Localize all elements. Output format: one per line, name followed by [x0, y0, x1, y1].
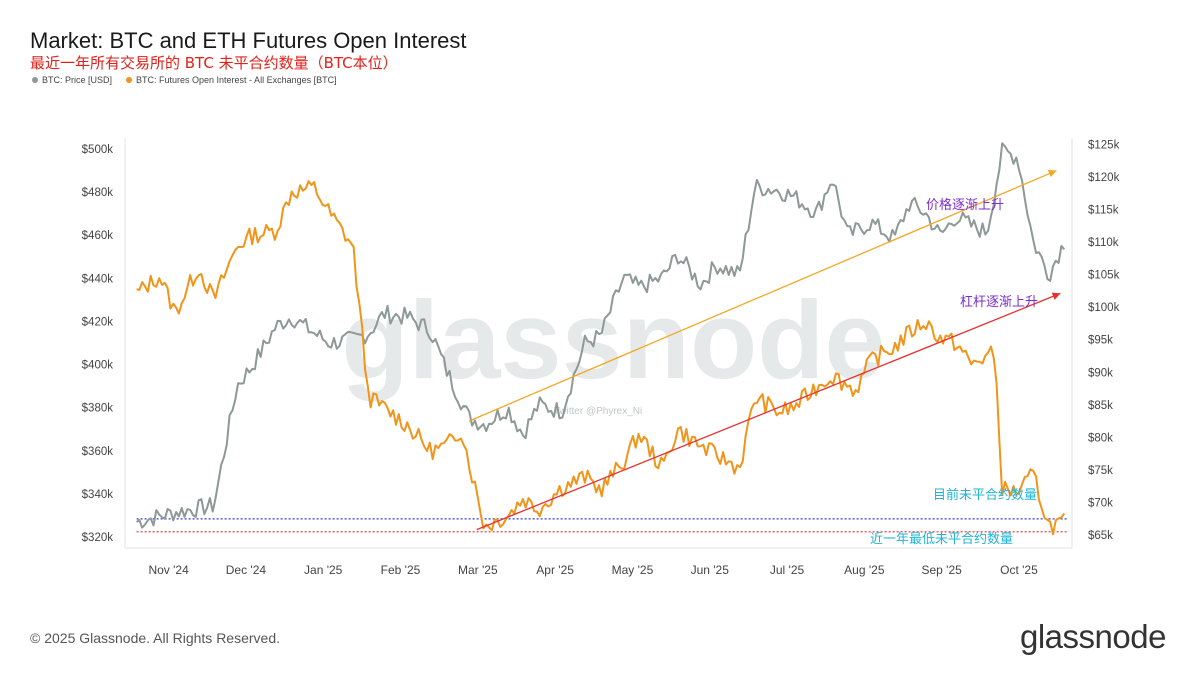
x-tick-label: Jun '25	[691, 563, 730, 577]
legend-price[interactable]: BTC: Price [USD]	[32, 75, 112, 85]
right-tick-label: $70k	[1088, 497, 1113, 509]
x-tick-label: Mar '25	[458, 563, 498, 577]
x-tick-label: Nov '24	[148, 563, 189, 577]
right-tick-label: $65k	[1088, 530, 1113, 542]
twitter-watermark: Twitter @Phyrex_Ni	[554, 406, 643, 417]
price-series-line	[136, 142, 1066, 529]
x-tick-label: Sep '25	[921, 563, 962, 577]
oi-series-line	[136, 180, 1066, 536]
legend-oi-label: BTC: Futures Open Interest - All Exchang…	[136, 75, 337, 85]
right-tick-label: $105k	[1088, 270, 1120, 282]
chart-subtitle: 最近一年所有交易所的 BTC 未平合约数量（BTC本位）	[30, 54, 398, 72]
x-tick-label: Jul '25	[770, 563, 805, 577]
right-tick-label: $100k	[1088, 302, 1120, 314]
glassnode-logo: glassnode	[1020, 618, 1166, 655]
left-tick-label: $480k	[82, 187, 114, 199]
chart-title: Market: BTC and ETH Futures Open Interes…	[30, 28, 467, 53]
x-tick-label: Oct '25	[1000, 563, 1038, 577]
left-tick-label: $500k	[82, 144, 114, 156]
annotation-current-oi: 目前未平合约数量	[933, 487, 1037, 503]
left-tick-label: $340k	[82, 489, 114, 501]
right-tick-label: $95k	[1088, 335, 1113, 347]
legend-price-label: BTC: Price [USD]	[42, 75, 113, 85]
left-tick-label: $360k	[82, 446, 114, 458]
copyright-text: © 2025 Glassnode. All Rights Reserved.	[30, 630, 281, 646]
left-tick-label: $440k	[82, 273, 114, 285]
right-tick-label: $75k	[1088, 465, 1113, 477]
right-tick-label: $90k	[1088, 367, 1113, 379]
annotation-leverage-rising: 杠杆逐渐上升	[960, 294, 1038, 310]
annotation-price-rising: 价格逐渐上升	[926, 197, 1004, 213]
right-tick-label: $80k	[1088, 432, 1113, 444]
left-tick-label: $400k	[82, 360, 114, 372]
x-tick-label: Feb '25	[381, 563, 421, 577]
legend-oi[interactable]: BTC: Futures Open Interest - All Exchang…	[126, 75, 337, 85]
oi-trend-arrow	[476, 292, 1061, 531]
x-tick-label: Dec '24	[226, 563, 267, 577]
x-tick-label: May '25	[612, 563, 654, 577]
left-tick-label: $420k	[82, 316, 114, 328]
right-tick-label: $120k	[1088, 172, 1120, 184]
x-tick-label: Jan '25	[304, 563, 343, 577]
annotation-yearly-low: 近一年最低未平合约数量	[870, 532, 1013, 547]
x-tick-label: Aug '25	[844, 563, 885, 577]
price-trend-arrow	[468, 169, 1057, 422]
left-tick-label: $380k	[82, 403, 114, 415]
right-tick-label: $115k	[1088, 205, 1119, 217]
right-tick-label: $110k	[1088, 237, 1119, 249]
right-tick-label: $125k	[1088, 140, 1120, 152]
x-tick-label: Apr '25	[536, 563, 574, 577]
chart-legend: BTC: Price [USD] BTC: Futures Open Inter…	[32, 75, 337, 85]
left-tick-label: $460k	[82, 230, 114, 242]
price-legend-dot-icon	[32, 77, 38, 83]
oi-legend-dot-icon	[126, 77, 133, 83]
left-tick-label: $320k	[82, 532, 114, 544]
right-tick-label: $85k	[1088, 400, 1113, 412]
